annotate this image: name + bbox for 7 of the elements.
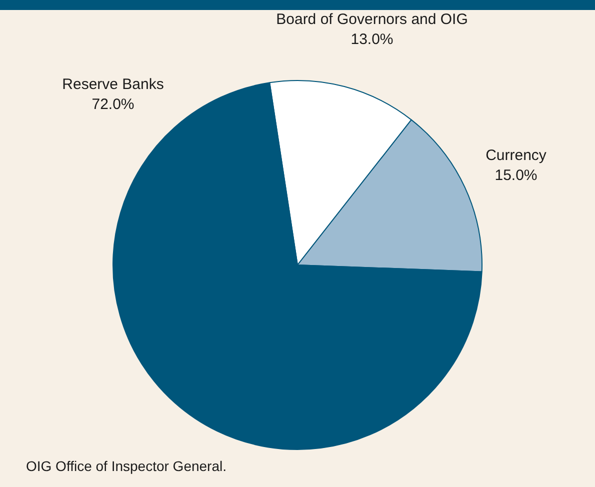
data-label: 13.0% [350, 31, 394, 48]
slice-label: Currency [486, 147, 547, 164]
slice-label: Reserve Banks [62, 76, 164, 94]
text: OIG Office of Inspector General. [26, 458, 226, 474]
data-label: 72.0% [92, 96, 134, 114]
data-label: 15.0% [494, 167, 538, 184]
slice-label: Board of Governors and OIG [276, 11, 468, 28]
